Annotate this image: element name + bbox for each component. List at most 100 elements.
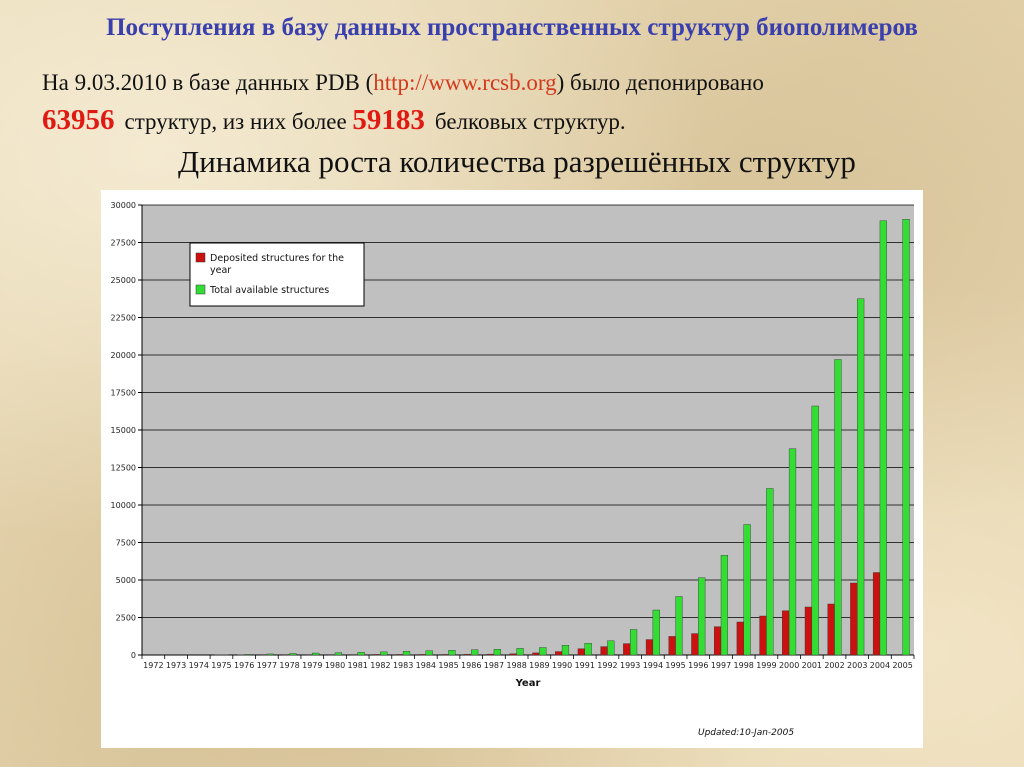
total-bar: [561, 645, 570, 656]
x-tick-label: 1998: [734, 661, 754, 670]
deposited-bar: [713, 626, 722, 656]
y-tick-label: 2500: [116, 614, 136, 623]
x-tick-label: 2005: [892, 661, 912, 670]
x-tick-label: 1974: [189, 661, 209, 670]
total-bar: [516, 648, 524, 656]
deposited-bar: [532, 652, 540, 656]
y-tick-label: 22500: [111, 314, 136, 323]
total-bar: [266, 653, 274, 656]
x-tick-label: 1987: [484, 661, 504, 670]
deposited-bar: [373, 654, 381, 656]
x-tick-label: 1993: [620, 661, 640, 670]
intro-line-1-suffix: ) было депонировано: [556, 70, 764, 95]
x-tick-label: 1994: [643, 661, 663, 670]
total-bar: [720, 555, 729, 656]
total-bar: [493, 649, 501, 656]
x-tick-label: 2002: [824, 661, 844, 670]
x-tick-label: 2004: [870, 661, 890, 670]
deposited-bar: [600, 646, 608, 656]
legend-label-deposited: Deposited structures for the year: [210, 253, 344, 276]
total-bar: [539, 647, 547, 656]
deposited-bar: [509, 653, 517, 656]
y-tick-label: 27500: [111, 239, 136, 248]
x-tick-label: 1983: [393, 661, 413, 670]
y-tick-label: 7500: [116, 539, 136, 548]
deposited-bar: [736, 621, 744, 656]
total-bar: [834, 359, 842, 656]
x-tick-label: 1973: [166, 661, 186, 670]
pdb-url-link[interactable]: http://www.rcsb.org: [373, 70, 557, 95]
x-tick-label: 1992: [597, 661, 617, 670]
x-tick-label: 1982: [370, 661, 390, 670]
x-tick-label: 1997: [711, 661, 731, 670]
deposited-bar: [555, 651, 563, 656]
bar-chart: 0 2500 5000 7500 10000 12500 15000 17500 20000 22…: [111, 201, 915, 738]
deposited-bar: [577, 648, 585, 656]
total-bar: [243, 654, 252, 656]
deposited-bar: [759, 615, 767, 656]
x-tick-label: 1988: [506, 661, 526, 670]
chart-subtitle: Динамика роста количества разрешённых ст…: [178, 144, 856, 179]
chart-panel: 0 2500 5000 7500 10000 12500 15000 17500 20000 22…: [101, 190, 923, 748]
total-bar: [584, 643, 592, 656]
total-bar: [698, 577, 706, 656]
total-bar: [675, 596, 683, 656]
x-tick-label: 1981: [348, 661, 368, 670]
total-bar: [902, 219, 910, 656]
total-bar: [629, 629, 638, 656]
x-tick-label: 1975: [211, 661, 231, 670]
deposited-bar: [872, 572, 881, 656]
y-tick-label: 5000: [116, 576, 136, 585]
x-tick-label: 1986: [461, 661, 481, 670]
total-bar: [652, 609, 660, 656]
y-tick-label: 10000: [111, 501, 136, 510]
total-bar: [402, 651, 411, 656]
deposited-bar: [804, 606, 813, 656]
total-bar: [811, 405, 819, 656]
total-bar: [607, 640, 615, 656]
intro-line-1: На 9.03.2010 в базе данных PDB (http://w…: [42, 70, 764, 96]
y-tick-label: 0: [131, 651, 136, 660]
y-tick-label: 17500: [111, 389, 136, 398]
legend-swatch-total: [195, 284, 206, 295]
total-bar: [334, 652, 343, 656]
deposited-bar: [396, 654, 404, 656]
x-tick-label: 1976: [234, 661, 254, 670]
deposited-bar: [782, 610, 790, 656]
y-tick-label: 25000: [111, 276, 136, 285]
legend-label-total: Total available structures: [209, 285, 329, 296]
total-bar: [380, 651, 388, 656]
x-tick-label: 1978: [279, 661, 299, 670]
x-tick-label: 1972: [143, 661, 163, 670]
x-tick-label: 1980: [325, 661, 345, 670]
deposited-bar: [623, 643, 631, 656]
x-tick-label: 1990: [552, 661, 572, 670]
x-tick-label: 2003: [847, 661, 867, 670]
total-bar: [425, 650, 433, 656]
y-tick-label: 30000: [111, 201, 136, 210]
deposited-bar: [645, 639, 654, 656]
total-bar: [857, 298, 865, 656]
total-bar: [788, 448, 797, 656]
total-structures-count: 63956: [42, 104, 115, 136]
x-tick-label: 1989: [529, 661, 549, 670]
total-bar: [879, 220, 887, 656]
deposited-bar: [464, 654, 472, 656]
deposited-bar: [441, 654, 449, 656]
intro-line-2-end: белковых структур.: [434, 109, 626, 134]
deposited-bar: [850, 582, 858, 656]
x-tick-label: 1995: [665, 661, 685, 670]
x-tick-label: 1984: [416, 661, 436, 670]
slide-title: Поступления в базу данных пространственн…: [106, 14, 918, 41]
legend-box: [189, 242, 365, 307]
x-axis-title: Year: [515, 678, 541, 689]
deposited-bar: [827, 603, 835, 656]
total-bar: [766, 488, 774, 656]
intro-line-1-prefix: На 9.03.2010 в базе данных PDB (: [42, 70, 374, 95]
intro-line-2-middle: структур, из них более: [124, 109, 347, 134]
x-tick-label: 1985: [438, 661, 458, 670]
deposited-bar: [691, 633, 699, 656]
x-tick-label: 1979: [302, 661, 322, 670]
y-tick-label: 15000: [111, 426, 136, 435]
y-tick-label: 20000: [111, 351, 136, 360]
